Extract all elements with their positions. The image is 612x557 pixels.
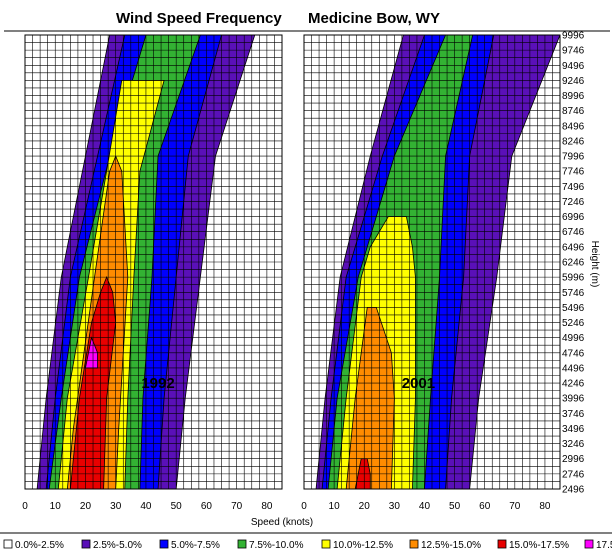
legend-item: 0.0%-2.5% (3, 539, 64, 551)
x-tick-label: 40 (419, 501, 431, 512)
legend: 0.0%-2.5% 2.5%-5.0% 5.0%-7.5% 7.5%-10.0% 10.… (0, 532, 612, 551)
x-tick-label: 60 (201, 501, 213, 512)
legend-swatch (584, 539, 594, 549)
legend-label: 15.0%-17.5% (509, 540, 569, 551)
x-tick-label: 50 (449, 501, 461, 512)
legend-label: 12.5%-15.0% (421, 540, 481, 551)
y-tick-label: 4496 (562, 363, 585, 374)
y-tick-label: 6496 (562, 242, 585, 253)
plot-area: 0 10 20 30 40 50 60 70 80 1992 0 10 20 30 40 50 60 70 80 20… (4, 30, 610, 512)
y-tick-label: 2746 (562, 469, 585, 480)
y-tick-label: 3496 (562, 424, 585, 435)
y-tick-label: 9496 (562, 61, 585, 72)
legend-item: 2.5%-5.0% (81, 539, 142, 551)
y-tick-label: 8496 (562, 121, 585, 132)
panel-frame (24, 34, 283, 490)
chart-title-right: Medicine Bow, WY (308, 10, 440, 27)
legend-item: 10.0%-12.5% (321, 539, 393, 551)
legend-item: 12.5%-15.0% (409, 539, 481, 551)
x-tick-label: 70 (231, 501, 243, 512)
legend-label: 7.5%-10.0% (249, 540, 304, 551)
legend-label: 10.0%-12.5% (333, 540, 393, 551)
year-label-1992: 1992 (141, 375, 174, 392)
legend-label: 2.5%-5.0% (93, 540, 142, 551)
x-tick-label: 20 (359, 501, 371, 512)
y-tick-label: 8246 (562, 136, 585, 147)
y-tick-label: 5746 (562, 288, 585, 299)
panel-2001: 0 10 20 30 40 50 60 70 80 2001 (301, 34, 561, 512)
legend-item: 7.5%-10.0% (237, 539, 304, 551)
legend-label: 0.0%-2.5% (15, 540, 64, 551)
grid (24, 34, 283, 490)
panel-frame (303, 34, 561, 490)
y-tick-label: 7746 (562, 167, 585, 178)
legend-swatch (497, 539, 507, 549)
legend-swatch (321, 539, 331, 549)
y-tick-label: 7496 (562, 182, 585, 193)
year-label-2001: 2001 (402, 375, 435, 392)
legend-swatch (3, 539, 13, 549)
legend-swatch (409, 539, 419, 549)
y-tick-label: 3746 (562, 409, 585, 420)
chart-title-left: Wind Speed Frequency (116, 10, 282, 27)
x-tick-label: 70 (509, 501, 521, 512)
y-tick-label: 9246 (562, 76, 585, 87)
y-tick-label: 5996 (562, 273, 585, 284)
y-tick-label: 4746 (562, 348, 585, 359)
x-tick-label: 0 (301, 501, 307, 512)
x-tick-label: 30 (110, 501, 122, 512)
y-tick-label: 7246 (562, 197, 585, 208)
y-tick-label: 2996 (562, 454, 585, 465)
y-tick-label: 5496 (562, 303, 585, 314)
x-axis-label: Speed (knots) (251, 517, 313, 528)
x-tick-label: 10 (50, 501, 62, 512)
legend-swatch (81, 539, 91, 549)
y-tick-label: 8746 (562, 106, 585, 117)
y-ticks: 2496 2746 2996 3246 3496 3746 3996 4246 4496 4746… (562, 31, 585, 496)
x-tick-label: 20 (80, 501, 92, 512)
y-tick-label: 7996 (562, 152, 585, 163)
y-tick-label: 4996 (562, 333, 585, 344)
y-tick-label: 9996 (562, 31, 585, 42)
x-tick-label: 10 (329, 501, 341, 512)
legend-item: 17.5%-20.0% (584, 539, 612, 551)
x-tick-label: 30 (389, 501, 401, 512)
legend-item: 5.0%-7.5% (159, 539, 220, 551)
x-tick-label: 0 (22, 501, 28, 512)
panel-1992: 0 10 20 30 40 50 60 70 80 1992 (22, 34, 283, 512)
grid (303, 34, 561, 490)
legend-label: 5.0%-7.5% (171, 540, 220, 551)
legend-swatch (237, 539, 247, 549)
y-tick-label: 3996 (562, 394, 585, 405)
y-tick-label: 5246 (562, 318, 585, 329)
y-tick-label: 6996 (562, 212, 585, 223)
legend-swatch (159, 539, 169, 549)
legend-label: 17.5%-20.0% (596, 540, 612, 551)
legend-item: 15.0%-17.5% (497, 539, 569, 551)
y-tick-label: 6746 (562, 227, 585, 238)
y-axis-label: Height (m) (589, 241, 600, 288)
y-tick-label: 8996 (562, 91, 585, 102)
x-tick-label: 60 (479, 501, 491, 512)
y-tick-label: 4246 (562, 379, 585, 390)
x-tick-label: 80 (539, 501, 551, 512)
x-tick-label: 80 (261, 501, 273, 512)
x-tick-label: 40 (140, 501, 152, 512)
y-tick-label: 3246 (562, 439, 585, 450)
y-tick-label: 9746 (562, 46, 585, 57)
y-tick-label: 2496 (562, 485, 585, 496)
y-tick-label: 6246 (562, 258, 585, 269)
x-tick-label: 50 (171, 501, 183, 512)
